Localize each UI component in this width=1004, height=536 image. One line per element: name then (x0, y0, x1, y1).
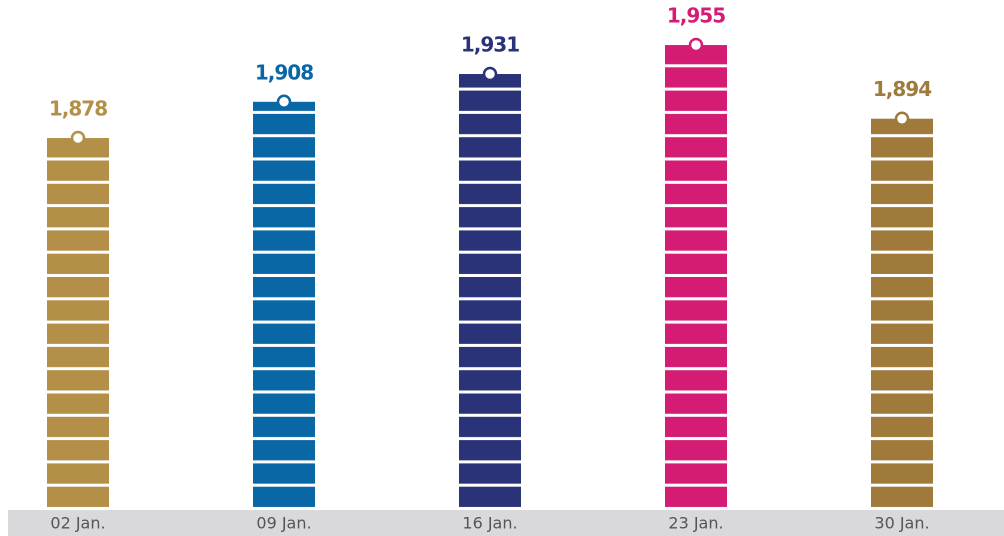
value-label: 1,894 (873, 77, 931, 101)
value-label: 1,908 (255, 60, 313, 84)
x-tick-label: 23 Jan. (668, 514, 723, 533)
value-label: 1,878 (49, 97, 107, 121)
x-tick-label: 09 Jan. (256, 514, 311, 533)
bar-marker (688, 37, 704, 53)
bar-marker (70, 130, 86, 146)
bar-marker (894, 111, 910, 126)
bar (665, 45, 727, 511)
x-tick-label: 30 Jan. (874, 514, 929, 533)
bar-marker (482, 66, 498, 82)
bar (253, 101, 315, 511)
bar (47, 138, 109, 510)
bar-marker (276, 94, 292, 110)
x-tick-label: 02 Jan. (50, 514, 105, 533)
value-label: 1,955 (667, 4, 725, 28)
x-tick-label: 16 Jan. (462, 514, 517, 533)
value-label: 1,931 (461, 33, 519, 57)
bar (459, 74, 521, 511)
bar (871, 118, 933, 510)
axis-strip (8, 510, 1004, 536)
